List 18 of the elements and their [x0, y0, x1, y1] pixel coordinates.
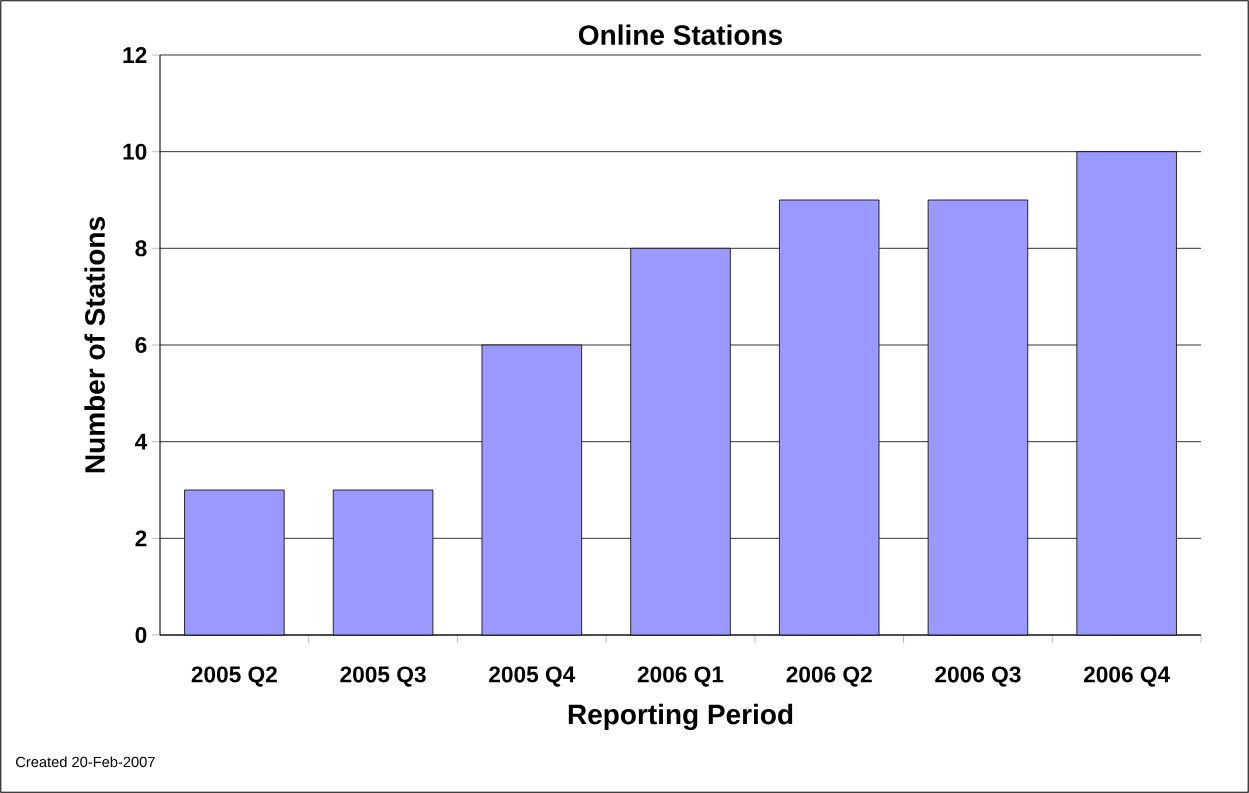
x-tick-label: 2006 Q4	[1083, 666, 1170, 687]
y-tick-label: 12	[123, 47, 147, 63]
x-tick-label: 2006 Q3	[935, 666, 1021, 687]
x-axis-title: Reporting Period	[568, 703, 793, 731]
y-tick-label: 8	[135, 240, 147, 257]
y-axis-title: Number of Stations	[84, 217, 105, 473]
x-tick-label: 2005 Q2	[191, 666, 277, 687]
chart-title: Online Stations	[578, 24, 783, 45]
y-tick-label: 0	[135, 626, 147, 644]
x-tick-label: 2006 Q1	[637, 666, 724, 687]
x-tick-label: 2005 Q4	[489, 666, 576, 687]
text: Created 20-Feb-2007	[16, 756, 155, 768]
x-tick-label: 2006 Q2	[786, 666, 872, 687]
x-tick-label: 2005 Q3	[340, 666, 426, 687]
y-tick-label: 6	[135, 336, 147, 354]
y-tick-label: 2	[135, 530, 147, 547]
y-tick-label: 10	[123, 143, 147, 160]
y-tick-label: 4	[135, 433, 148, 450]
